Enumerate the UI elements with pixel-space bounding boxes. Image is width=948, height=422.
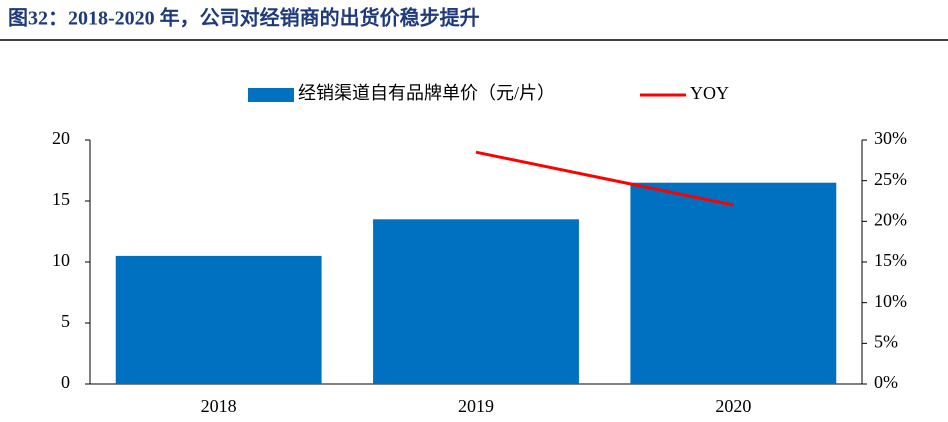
x-tick-label: 2019 bbox=[458, 396, 494, 416]
legend-label: 经销渠道自有品牌单价（元/片） bbox=[298, 83, 555, 103]
y-tick-label: 0 bbox=[61, 372, 70, 392]
bar bbox=[630, 182, 837, 384]
legend-label: YOY bbox=[690, 83, 729, 103]
bar bbox=[115, 255, 322, 384]
y-tick-label: 20 bbox=[52, 128, 70, 148]
y2-tick-label: 25% bbox=[874, 169, 907, 189]
y2-tick-label: 10% bbox=[874, 291, 907, 311]
y2-tick-label: 5% bbox=[874, 331, 898, 351]
bar bbox=[373, 219, 579, 384]
x-tick-label: 2018 bbox=[201, 396, 237, 416]
x-tick-label: 2020 bbox=[715, 396, 751, 416]
y2-tick-label: 15% bbox=[874, 250, 907, 270]
y2-tick-label: 20% bbox=[874, 209, 907, 229]
line bbox=[475, 150, 734, 207]
y-tick-label: 10 bbox=[52, 250, 70, 270]
y2-tick-label: 30% bbox=[874, 128, 907, 148]
legend-swatch bbox=[248, 88, 294, 102]
y2-tick-label: 0% bbox=[874, 372, 898, 392]
y-tick-label: 5 bbox=[61, 311, 70, 331]
chart-title: 图32：2018-2020 年，公司对经销商的出货价稳步提升 bbox=[8, 6, 480, 30]
y-tick-label: 15 bbox=[52, 189, 70, 209]
